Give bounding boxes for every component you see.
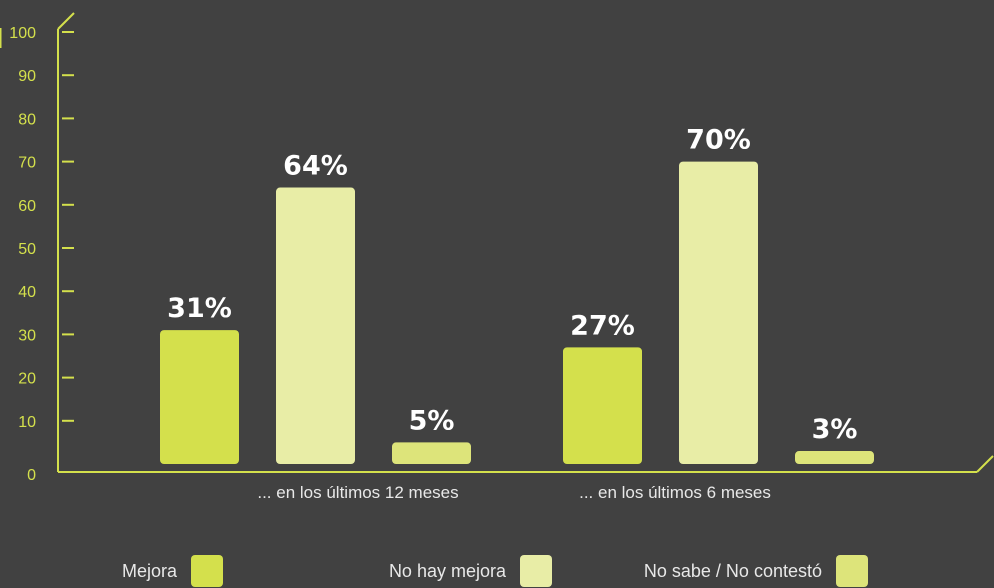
bar-value-label: 27% xyxy=(570,310,635,341)
legend-item-no-hay-mejora: No hay mejora xyxy=(389,554,552,588)
y-axis-ticks: 0 10 20 30 40 50 60 70 80 90 100 xyxy=(9,25,74,484)
y-tick-label: 100 xyxy=(9,25,36,42)
legend-label: No sabe / No contestó xyxy=(643,560,822,581)
bar-value-label: 70% xyxy=(686,125,751,156)
bar xyxy=(160,330,239,464)
y-tick-label: 30 xyxy=(18,327,36,344)
bar xyxy=(276,187,355,464)
category-label: ... en los últimos 12 meses xyxy=(257,483,458,502)
legend-label: Mejora xyxy=(121,560,177,581)
y-tick-label: 70 xyxy=(18,155,36,172)
legend-swatch xyxy=(836,555,868,587)
category-label: ... en los últimos 6 meses xyxy=(579,483,771,502)
bar-value-label: 64% xyxy=(283,151,348,182)
y-tick-label: 90 xyxy=(18,68,36,85)
legend-swatch xyxy=(191,555,223,587)
y-tick-label: 40 xyxy=(18,284,36,301)
y-tick-label: 0 xyxy=(27,467,36,484)
legend-label: No hay mejora xyxy=(388,560,506,581)
y-tick-label: 80 xyxy=(18,111,36,128)
bar xyxy=(795,451,874,464)
value-labels: 31% 64% 5% 27% 70% 3% xyxy=(167,125,857,445)
y-axis-end xyxy=(57,12,75,30)
legend-item-no-sabe-no-contesto: No sabe / No contestó xyxy=(644,554,868,588)
x-axis-end xyxy=(976,455,994,473)
y-tick-label: 50 xyxy=(18,241,36,258)
bar xyxy=(679,161,758,464)
y-tick-label: 60 xyxy=(18,198,36,215)
y-tick-label: 20 xyxy=(18,371,36,388)
legend: Mejora No hay mejora No sabe / No contes… xyxy=(0,554,994,588)
bars xyxy=(160,161,874,464)
bar-value-label: 5% xyxy=(409,405,455,436)
y-tick-label: 10 xyxy=(18,414,36,431)
bar-value-label: 3% xyxy=(812,414,858,445)
legend-item-mejora: Mejora xyxy=(122,554,223,588)
bar xyxy=(392,442,471,464)
bar xyxy=(563,347,642,464)
category-labels: ... en los últimos 12 meses ... en los úl… xyxy=(257,483,771,502)
bar-value-label: 31% xyxy=(167,293,232,324)
legend-swatch xyxy=(520,555,552,587)
chart-axes xyxy=(0,12,994,473)
